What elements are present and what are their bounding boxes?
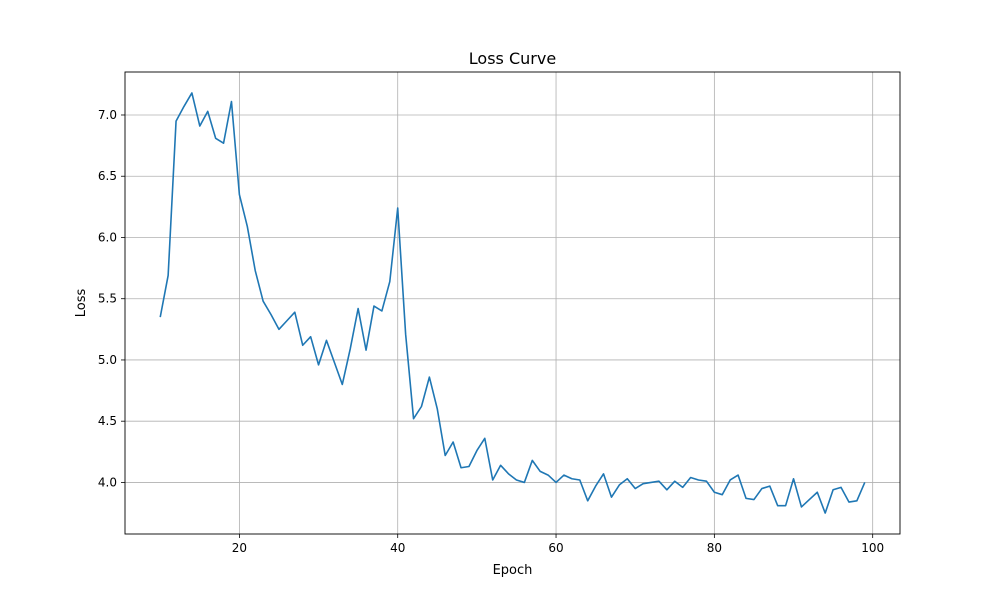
y-tick-label: 4.5 bbox=[98, 414, 117, 428]
y-axis-label: Loss bbox=[74, 289, 89, 318]
x-tick-label: 20 bbox=[232, 541, 247, 555]
x-tick-label: 40 bbox=[390, 541, 405, 555]
y-tick-label: 4.0 bbox=[98, 475, 117, 489]
x-tick-label: 60 bbox=[548, 541, 563, 555]
y-tick-label: 5.5 bbox=[98, 292, 117, 306]
y-tick-label: 7.0 bbox=[98, 108, 117, 122]
x-axis-label: Epoch bbox=[493, 563, 533, 578]
x-tick-label: 80 bbox=[707, 541, 722, 555]
y-tick-label: 6.5 bbox=[98, 169, 117, 183]
y-tick-label: 5.0 bbox=[98, 353, 117, 367]
x-tick-label: 100 bbox=[861, 541, 884, 555]
chart-title: Loss Curve bbox=[469, 49, 556, 68]
y-tick-label: 6.0 bbox=[98, 230, 117, 244]
